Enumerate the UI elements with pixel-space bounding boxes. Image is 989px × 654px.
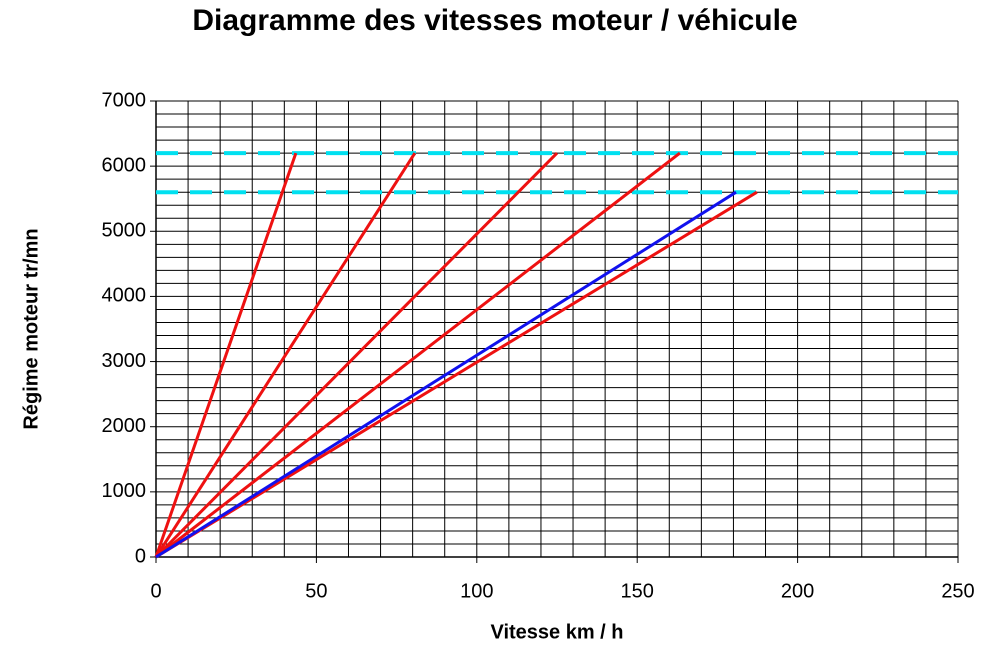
series-line xyxy=(155,190,737,559)
series-line xyxy=(155,151,681,559)
y-tick-label: 4000 xyxy=(102,285,147,307)
series-line xyxy=(154,152,298,558)
series-line xyxy=(155,190,758,559)
x-tick-label: 250 xyxy=(941,580,974,602)
y-tick-label: 6000 xyxy=(102,154,147,176)
x-tick-label: 0 xyxy=(150,580,161,602)
chart-title: Diagramme des vitesses moteur / véhicule xyxy=(192,4,797,37)
x-tick-label: 100 xyxy=(460,580,493,602)
y-tick-label: 7000 xyxy=(102,89,147,111)
y-tick-label: 0 xyxy=(135,545,146,567)
x-axis-title: Vitesse km / h xyxy=(490,621,623,643)
series-line xyxy=(154,152,559,559)
x-tick-label: 200 xyxy=(781,580,814,602)
y-axis-title: Régime moteur tr/mn xyxy=(20,228,42,429)
x-tick-label: 50 xyxy=(305,580,327,602)
series-line xyxy=(154,152,417,558)
y-tick-label: 3000 xyxy=(102,350,147,372)
y-tick-label: 5000 xyxy=(102,220,147,242)
x-tick-label: 150 xyxy=(621,580,654,602)
y-tick-label: 1000 xyxy=(102,480,147,502)
y-tick-label: 2000 xyxy=(102,415,147,437)
